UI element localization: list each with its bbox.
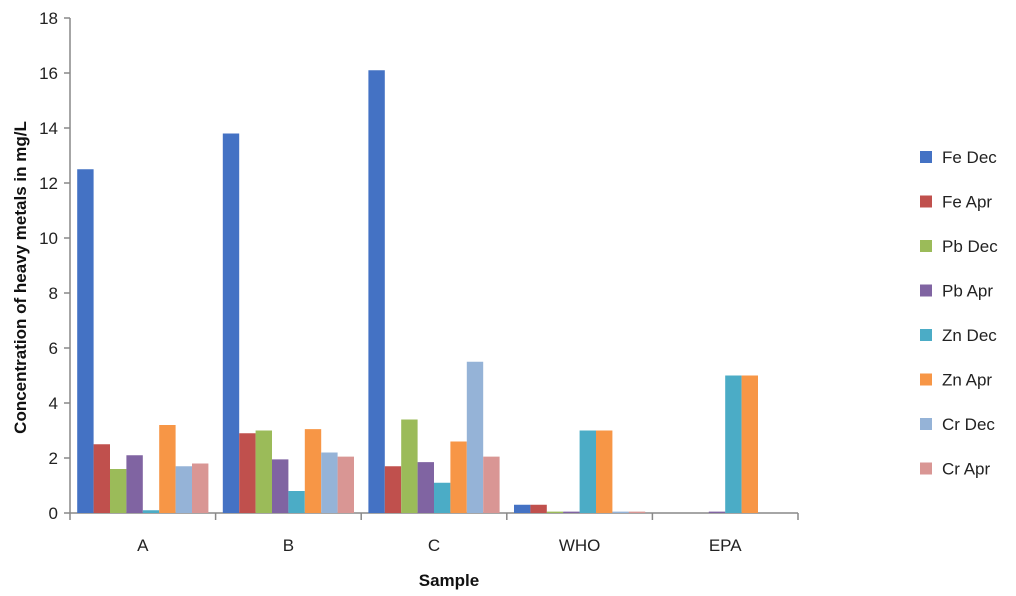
bar-fe-dec [514,504,531,513]
bar-fe-apr [239,433,256,513]
x-tick-label: B [283,536,294,555]
bar-zn-apr [159,425,176,513]
y-axis-title: Concentration of heavy metals in mg/L [11,121,30,434]
legend-label: Pb Dec [942,237,998,256]
x-tick-label: A [137,536,149,555]
bar-fe-dec [222,133,240,513]
bar-zn-apr [596,430,613,513]
bar-cr-apr [192,463,209,513]
bar-pb-apr [708,511,726,513]
legend: Fe Dec Fe Apr Pb Dec Pb Apr Zn Dec Zn Apr Cr D… [920,148,998,479]
y-axis-ticks: 0 2 4 6 8 10 12 14 16 18 [39,9,70,523]
bar-fe-apr [384,466,402,513]
legend-swatch [920,151,932,163]
bar-pb-dec [546,511,564,513]
legend-swatch [920,284,932,297]
legend-label: Cr Dec [942,415,995,434]
y-tick-label: 14 [39,119,58,138]
bar-fe-dec [77,169,94,513]
legend-label: Fe Dec [942,148,997,167]
legend-swatch [920,373,932,386]
bar-series-group [77,70,758,513]
legend-swatch [920,462,932,475]
bar-zn-dec [288,491,305,513]
legend-label: Zn Apr [942,371,992,390]
bar-pb-dec [110,469,127,513]
y-tick-label: 12 [39,174,58,193]
bar-zn-dec [725,375,742,513]
bar-zn-dec [579,430,596,513]
bar-cr-apr [483,456,500,513]
y-tick-label: 2 [49,449,58,468]
legend-swatch [920,418,932,430]
x-axis-title: Sample [419,571,479,590]
bar-pb-apr [126,455,143,513]
bar-pb-dec [401,419,418,513]
legend-swatch [920,240,932,252]
bar-zn-apr [304,429,322,513]
x-tick-label: WHO [559,536,601,555]
y-tick-label: 4 [49,394,58,413]
bar-zn-dec [142,510,160,513]
bar-cr-dec [321,452,338,513]
bar-pb-apr [272,459,289,513]
bar-zn-apr [741,375,758,513]
legend-swatch [920,329,932,341]
legend-label: Cr Apr [942,460,991,479]
bar-pb-apr [417,462,434,513]
legend-label: Fe Apr [942,193,992,212]
bar-fe-apr [530,504,547,513]
bar-zn-apr [450,441,467,513]
y-tick-label: 18 [39,9,58,28]
y-tick-label: 6 [49,339,58,358]
x-tick-label: C [428,536,440,555]
legend-label: Zn Dec [942,326,997,345]
bar-cr-apr [628,511,646,513]
x-axis-ticks: A B C WHO EPA [69,513,799,555]
legend-swatch [920,195,932,208]
y-tick-label: 0 [49,504,58,523]
y-tick-label: 16 [39,64,58,83]
bar-pb-dec [255,430,272,513]
y-tick-label: 8 [49,284,58,303]
legend-label: Pb Apr [942,282,993,301]
plot-area: 0 2 4 6 8 10 12 14 16 18 A B C WHO EPA [39,9,799,555]
bar-fe-apr [93,444,110,513]
bar-cr-apr [337,456,354,513]
bar-pb-apr [563,511,580,513]
bar-fe-dec [368,70,385,513]
bar-cr-dec [466,361,484,513]
bar-cr-dec [175,466,192,513]
bar-zn-dec [434,482,451,513]
y-tick-label: 10 [39,229,58,248]
bar-cr-dec [612,511,629,513]
x-tick-label: EPA [709,536,742,555]
